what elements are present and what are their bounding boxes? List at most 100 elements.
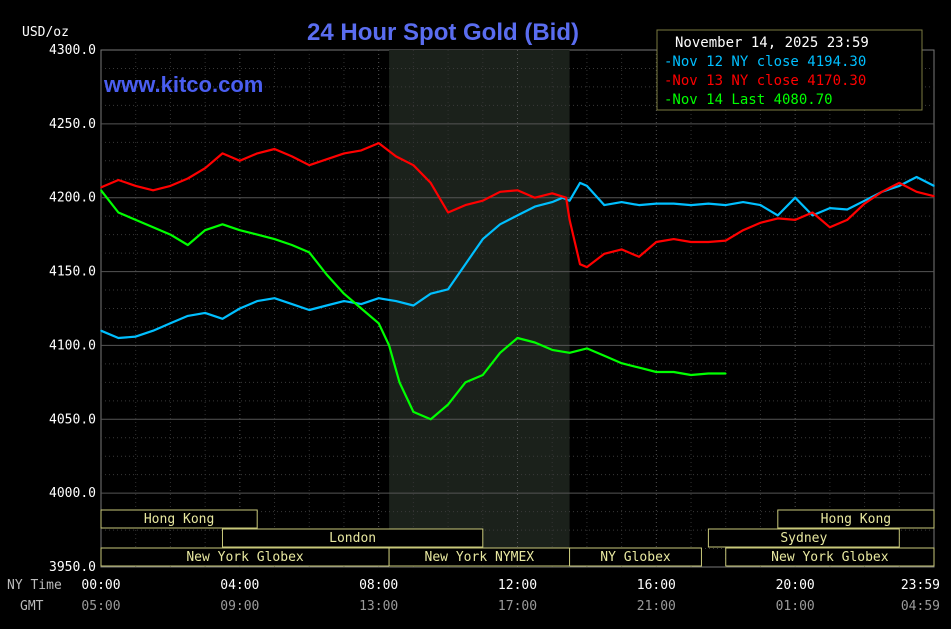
data-point bbox=[412, 411, 415, 413]
x-tick-label-ny: 04:00 bbox=[220, 578, 259, 593]
y-unit-label: USD/oz bbox=[22, 25, 69, 40]
data-point bbox=[388, 344, 390, 347]
data-point bbox=[777, 217, 779, 220]
data-point bbox=[447, 288, 449, 291]
data-point bbox=[707, 372, 710, 375]
data-point bbox=[256, 300, 259, 302]
data-point bbox=[725, 372, 727, 375]
data-point bbox=[273, 238, 276, 240]
data-point bbox=[152, 329, 154, 332]
session-london: London bbox=[221, 528, 484, 548]
data-point bbox=[221, 318, 224, 320]
x-tick-label-gmt: 13:00 bbox=[359, 599, 398, 614]
data-point bbox=[152, 189, 154, 192]
legend-box bbox=[656, 29, 923, 111]
data-point bbox=[482, 199, 484, 202]
data-point bbox=[568, 199, 571, 202]
data-point bbox=[846, 208, 848, 211]
data-point bbox=[777, 214, 779, 217]
x-tick-label-ny: 12:00 bbox=[498, 578, 537, 593]
data-point bbox=[239, 229, 241, 231]
data-point bbox=[464, 263, 467, 266]
data-point bbox=[638, 366, 640, 369]
data-point bbox=[811, 211, 814, 214]
data-point bbox=[395, 300, 397, 302]
data-point bbox=[655, 371, 658, 373]
data-point bbox=[187, 315, 189, 317]
data-point bbox=[794, 219, 796, 221]
session-label: New York NYMEX bbox=[425, 550, 535, 565]
data-point bbox=[412, 304, 415, 307]
data-point bbox=[603, 253, 606, 255]
x-tick-label-ny: 08:00 bbox=[359, 578, 398, 593]
session-label: London bbox=[329, 531, 376, 546]
series-line-3 bbox=[100, 189, 726, 421]
data-point bbox=[499, 352, 501, 354]
data-point bbox=[655, 241, 658, 243]
data-point bbox=[586, 266, 588, 268]
data-point bbox=[308, 164, 311, 166]
data-point bbox=[134, 185, 137, 187]
data-point bbox=[464, 204, 467, 206]
chart-title: 24 Hour Spot Gold (Bid) bbox=[307, 19, 579, 46]
data-point bbox=[725, 239, 727, 242]
session-hong-kong: Hong Kong bbox=[777, 509, 935, 529]
data-point bbox=[672, 202, 675, 205]
data-point bbox=[759, 222, 762, 224]
session-label: New York Globex bbox=[771, 550, 889, 565]
session-label: Hong Kong bbox=[144, 512, 214, 527]
data-point bbox=[933, 195, 935, 197]
data-point bbox=[360, 307, 363, 310]
data-point bbox=[742, 201, 744, 203]
session-bar bbox=[777, 509, 935, 529]
session-new-york-globex: New York Globex bbox=[100, 547, 390, 567]
data-point bbox=[516, 189, 519, 192]
data-point bbox=[134, 219, 137, 221]
data-point bbox=[655, 202, 658, 205]
data-point bbox=[221, 152, 224, 155]
data-point bbox=[134, 335, 137, 338]
data-point bbox=[273, 297, 276, 300]
grid bbox=[101, 50, 934, 567]
y-tick-label: 4100.0 bbox=[49, 338, 96, 353]
data-point bbox=[534, 196, 536, 199]
session-bar bbox=[221, 528, 484, 548]
data-point bbox=[221, 223, 224, 226]
data-point bbox=[273, 148, 276, 150]
y-tick-label: 4200.0 bbox=[49, 191, 96, 206]
data-point bbox=[638, 204, 640, 206]
data-point bbox=[534, 341, 536, 344]
y-tick-label: 3950.0 bbox=[49, 560, 96, 575]
data-point bbox=[707, 241, 710, 243]
data-point bbox=[579, 263, 581, 266]
session-label: Hong Kong bbox=[821, 512, 891, 527]
x-tick-label-ny: 16:00 bbox=[637, 578, 676, 593]
data-point bbox=[239, 307, 241, 310]
data-point bbox=[742, 229, 744, 231]
data-point bbox=[398, 381, 401, 384]
data-point bbox=[759, 204, 762, 206]
data-point bbox=[412, 164, 415, 166]
x-tick-label-gmt: 01:00 bbox=[776, 599, 815, 614]
session-bar bbox=[100, 509, 258, 529]
data-point bbox=[672, 238, 675, 240]
data-point bbox=[169, 233, 172, 236]
data-point bbox=[620, 248, 623, 251]
data-point bbox=[204, 312, 206, 314]
x-tick-label-gmt: 21:00 bbox=[637, 599, 676, 614]
data-point bbox=[846, 219, 848, 221]
data-point bbox=[811, 214, 814, 217]
data-point bbox=[117, 337, 120, 339]
data-point bbox=[256, 152, 259, 155]
data-point bbox=[482, 374, 484, 376]
data-point bbox=[464, 381, 467, 384]
session-new-york-nymex: New York NYMEX bbox=[388, 547, 571, 567]
data-point bbox=[551, 201, 553, 203]
ny-time-row-label: NY Time bbox=[7, 578, 62, 593]
y-tick-label: 4050.0 bbox=[49, 412, 96, 427]
session-bar bbox=[707, 528, 900, 548]
y-tick-label: 4300.0 bbox=[49, 43, 96, 58]
data-point bbox=[586, 347, 588, 350]
data-point bbox=[534, 205, 536, 208]
